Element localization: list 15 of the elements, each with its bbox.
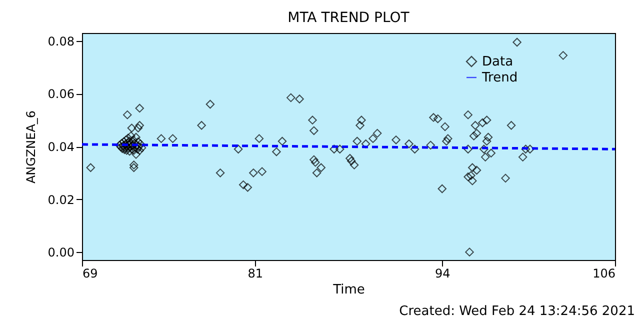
x-axis-title: Time xyxy=(332,282,365,298)
x-tick-label: 94 xyxy=(434,266,450,280)
chart-title: MTA TREND PLOT xyxy=(288,10,410,26)
x-tick-label: 69 xyxy=(82,266,98,280)
y-tick-label: 0.00 xyxy=(48,246,74,260)
legend-label: Data xyxy=(482,54,514,70)
y-axis-title: ANGZNEA_6 xyxy=(24,110,38,184)
legend-label: Trend xyxy=(481,70,518,86)
y-tick-label: 0.02 xyxy=(48,192,74,207)
x-tick-label: 106 xyxy=(592,266,616,280)
x-tick-label: 81 xyxy=(248,266,264,280)
y-tick-label: 0.08 xyxy=(48,34,74,48)
text: Created: Wed Feb 24 13:24:56 2021 xyxy=(399,304,635,319)
y-tick-label: 0.04 xyxy=(48,140,74,154)
y-tick-label: 0.06 xyxy=(48,87,74,102)
